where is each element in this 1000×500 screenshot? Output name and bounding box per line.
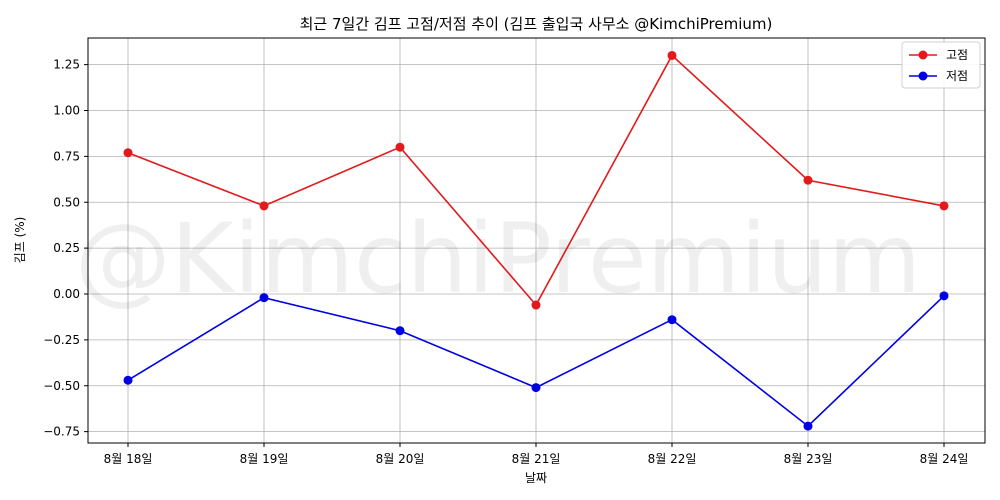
- legend-label: 저점: [946, 69, 968, 83]
- data-point-low: [939, 291, 949, 301]
- data-point-low: [395, 326, 405, 336]
- data-point-high: [395, 142, 405, 152]
- grid: [88, 38, 985, 443]
- y-tick-label: −0.75: [43, 425, 80, 439]
- data-point-high: [259, 201, 269, 211]
- chart-title: 최근 7일간 김프 고점/저점 추이 (김프 출입국 사무소 @KimchiPr…: [300, 15, 773, 33]
- y-axis-label: 김프 (%): [13, 217, 27, 264]
- y-tick-label: −0.50: [43, 379, 80, 393]
- x-tick-label: 8월 22일: [648, 452, 697, 466]
- x-tick-label: 8월 24일: [920, 452, 969, 466]
- legend-swatch-marker: [918, 50, 928, 60]
- data-point-low: [803, 421, 813, 431]
- x-tick-label: 8월 21일: [512, 452, 561, 466]
- series-layer: [123, 50, 949, 431]
- data-point-low: [667, 315, 677, 325]
- y-tick-label: 0.25: [53, 241, 80, 255]
- x-axis-label: 날짜: [525, 471, 547, 485]
- x-tick-label: 8월 19일: [240, 452, 289, 466]
- legend-swatch-marker: [918, 71, 928, 81]
- y-tick-label: 0.75: [53, 149, 80, 163]
- watermark: @KimchiPremium: [75, 203, 922, 315]
- y-tick-label: −0.25: [43, 333, 80, 347]
- ticks: 8월 18일 8월 19일 8월 20일 8월 21일 8월 22일 8월 23일 8월 2…: [43, 58, 968, 466]
- y-tick-label: 1.25: [53, 58, 80, 72]
- data-point-high: [803, 175, 813, 185]
- data-point-high: [123, 148, 133, 158]
- data-point-low: [259, 293, 269, 303]
- data-point-low: [123, 375, 133, 385]
- legend-box: [901, 41, 981, 89]
- data-point-low: [531, 383, 541, 393]
- x-tick-label: 8월 20일: [376, 452, 425, 466]
- x-tick-label: 8월 18일: [104, 452, 153, 466]
- legend-label: 고점: [946, 48, 968, 62]
- y-tick-label: 0.00: [53, 287, 80, 301]
- data-point-high: [939, 201, 949, 211]
- data-point-high: [667, 50, 677, 60]
- data-point-high: [531, 300, 541, 310]
- y-tick-label: 1.00: [53, 104, 80, 118]
- y-tick-label: 0.50: [53, 195, 80, 209]
- x-tick-label: 8월 23일: [784, 452, 833, 466]
